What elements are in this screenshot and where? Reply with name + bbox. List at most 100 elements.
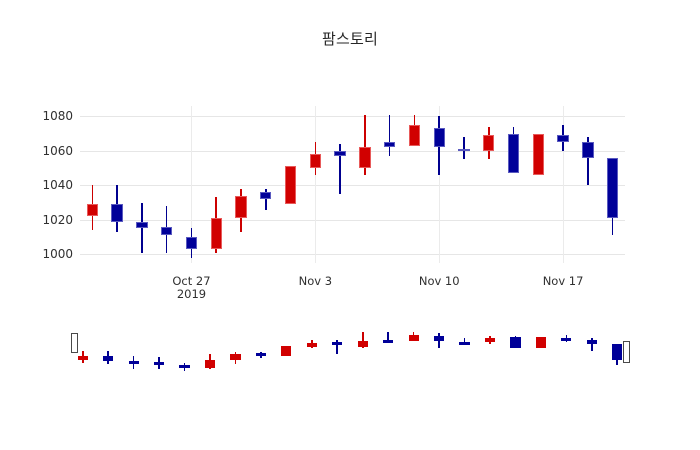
- overview-candlestick-body: [230, 354, 241, 360]
- overview-candlestick-body: [154, 362, 165, 366]
- candlestick[interactable]: [161, 106, 173, 263]
- candlestick[interactable]: [458, 106, 470, 263]
- overview-candlestick-body: [204, 360, 216, 369]
- candlestick-body: [235, 195, 247, 219]
- candlestick-body: [185, 237, 198, 250]
- candlestick[interactable]: [111, 106, 123, 263]
- overview-candlestick-wick: [387, 332, 389, 344]
- x-axis-tick-main: Nov 3: [298, 274, 333, 288]
- candlestick-body: [86, 204, 99, 217]
- main-candlestick-axes[interactable]: 1000 1020 1040 1060 1080 Oct 27 2019 Nov 3 Nov 1…: [42, 106, 625, 301]
- overview-candlestick[interactable]: [204, 330, 216, 372]
- y-gridline: [80, 116, 625, 118]
- overview-candlestick-body: [128, 360, 139, 364]
- candlestick[interactable]: [334, 106, 346, 263]
- overview-range-handle-end[interactable]: [623, 341, 631, 363]
- candlestick-body: [161, 226, 173, 236]
- overview-candlestick-wick: [361, 332, 364, 349]
- overview-candlestick[interactable]: [332, 330, 343, 372]
- candlestick-body: [309, 154, 322, 169]
- overview-candlestick[interactable]: [535, 330, 546, 372]
- overview-candlestick-body: [332, 342, 343, 345]
- overview-candlestick-body: [408, 335, 419, 341]
- candlestick[interactable]: [582, 106, 594, 263]
- candlestick[interactable]: [383, 106, 396, 263]
- y-axis-tick-label: 1020: [42, 212, 73, 227]
- candlestick-body: [359, 147, 371, 169]
- page-title: 팜스토리: [321, 30, 378, 48]
- overview-candlestick-body: [510, 337, 521, 348]
- overview-candlestick[interactable]: [612, 330, 623, 372]
- overview-candlestick[interactable]: [357, 330, 368, 372]
- overview-candlestick[interactable]: [179, 330, 190, 372]
- candlestick[interactable]: [557, 106, 569, 263]
- y-gridline: [80, 185, 625, 187]
- candlestick-body: [532, 133, 544, 175]
- candlestick-body: [383, 142, 396, 148]
- candlestick[interactable]: [284, 106, 297, 263]
- x-axis-tick-main: Oct 27: [172, 274, 211, 288]
- x-gridline: [563, 106, 565, 263]
- x-axis-tick-main: Nov 17: [542, 274, 584, 288]
- overview-candlestick-body: [281, 346, 292, 357]
- x-gridline: [315, 106, 317, 263]
- y-axis-tick-label: 1000: [42, 247, 73, 262]
- overview-candlestick[interactable]: [561, 330, 572, 372]
- overview-candlestick[interactable]: [408, 330, 419, 372]
- candlestick-wick: [388, 114, 391, 157]
- candlestick[interactable]: [507, 106, 520, 263]
- overview-candlestick[interactable]: [128, 330, 139, 372]
- overview-candlestick[interactable]: [255, 330, 266, 372]
- candlestick-body: [582, 142, 594, 158]
- x-axis-tick-label: Nov 10: [419, 275, 460, 288]
- overview-candlestick-body: [459, 341, 470, 345]
- candlestick-wick: [339, 143, 341, 194]
- overview-candlestick-wick: [591, 338, 593, 352]
- y-gridline: [80, 150, 625, 152]
- candlestick[interactable]: [86, 106, 99, 263]
- overview-candlestick[interactable]: [459, 330, 470, 372]
- overview-candlestick[interactable]: [230, 330, 241, 372]
- overview-candlestick[interactable]: [434, 330, 445, 372]
- overview-candlestick[interactable]: [586, 330, 597, 372]
- candlestick[interactable]: [136, 106, 148, 263]
- overview-candlestick-body: [357, 341, 368, 347]
- candlestick[interactable]: [185, 106, 198, 263]
- candlestick[interactable]: [260, 106, 272, 263]
- overview-candlestick-body: [383, 339, 394, 343]
- candlestick[interactable]: [210, 106, 222, 263]
- candlestick-body: [458, 149, 470, 152]
- overview-candlestick[interactable]: [154, 330, 165, 372]
- overview-candlestick-body: [77, 356, 88, 360]
- candlestick[interactable]: [483, 106, 495, 263]
- overview-candlestick-body: [103, 356, 114, 361]
- candlestick[interactable]: [606, 106, 619, 263]
- overview-candlestick[interactable]: [510, 330, 521, 372]
- overview-candlestick-body: [586, 339, 597, 344]
- overview-range-handle-start[interactable]: [70, 333, 78, 353]
- candlestick-body: [111, 204, 123, 222]
- x-gridline: [191, 106, 193, 263]
- candlestick[interactable]: [235, 106, 247, 263]
- overview-candlestick[interactable]: [281, 330, 292, 372]
- overview-candlestick-axes[interactable]: [70, 330, 631, 372]
- overview-candlestick-body: [561, 337, 572, 341]
- overview-candlestick-body: [484, 337, 496, 342]
- candlestick[interactable]: [532, 106, 544, 263]
- overview-candlestick-body: [434, 336, 445, 342]
- candlestick[interactable]: [408, 106, 421, 263]
- overview-candlestick-wick: [463, 338, 466, 345]
- candlestick[interactable]: [309, 106, 322, 263]
- overview-candlestick[interactable]: [77, 330, 88, 372]
- overview-candlestick[interactable]: [103, 330, 114, 372]
- overview-candlestick-body: [306, 342, 317, 347]
- candlestick[interactable]: [433, 106, 445, 263]
- overview-candlestick[interactable]: [306, 330, 317, 372]
- candlestick[interactable]: [359, 106, 371, 263]
- overview-candlestick[interactable]: [484, 330, 496, 372]
- candlestick-body: [210, 218, 222, 250]
- overview-candlestick[interactable]: [383, 330, 394, 372]
- candlestick-body: [334, 150, 346, 157]
- candlestick-body: [260, 192, 272, 200]
